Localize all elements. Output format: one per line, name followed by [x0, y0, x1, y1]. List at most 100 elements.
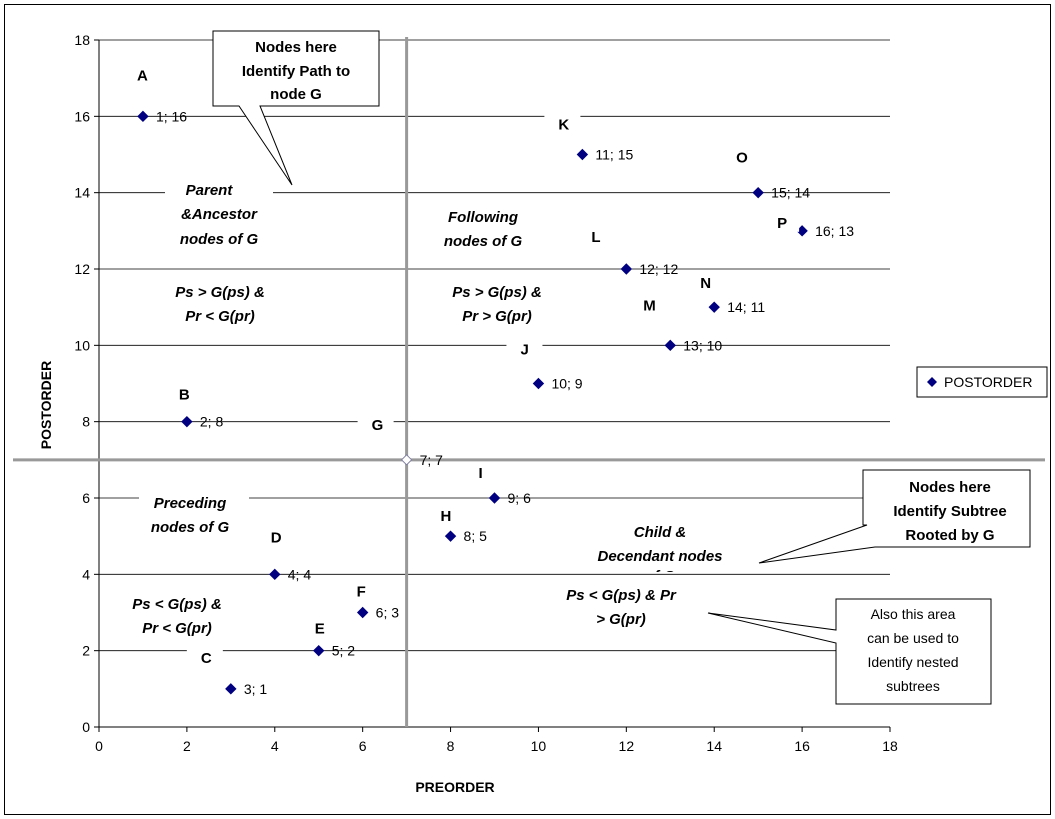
node-letter: H	[441, 508, 452, 525]
node-letter: B	[179, 387, 190, 404]
node-letter-backing	[342, 582, 379, 601]
x-tick-label: 16	[794, 738, 810, 754]
x-tick-label: 4	[271, 738, 279, 754]
node-letter: N	[700, 275, 711, 292]
region-top-left-rule-1: Ps > G(ps) &	[175, 284, 265, 301]
callout-subtree: Nodes here Identify Subtree Rooted by G	[758, 469, 1031, 564]
y-tick-label: 4	[82, 566, 90, 582]
callout-subtree-line-2: Identify Subtree	[893, 503, 1006, 520]
node-letter-backing	[544, 115, 581, 134]
node-letter-backing	[577, 228, 614, 246]
region-top-right-rule-1: Ps > G(ps) &	[452, 284, 542, 301]
region-bottom-right-rule-1: Ps < G(ps) & Pr	[566, 587, 677, 604]
data-point	[225, 683, 237, 695]
node-letter-backing	[763, 213, 800, 232]
callout-path-line-1: Nodes here	[255, 39, 337, 56]
data-label: 7; 7	[420, 452, 444, 468]
node-letter: L	[591, 229, 600, 246]
data-label: 16; 13	[815, 223, 854, 239]
node-letter: K	[558, 117, 569, 134]
x-tick-label: 6	[359, 738, 367, 754]
node-letter: I	[479, 465, 483, 482]
node-letter: D	[271, 529, 282, 546]
node-letter-backing	[357, 415, 394, 434]
data-label: 2; 8	[200, 414, 224, 430]
chart-svg: 0 2 4 6 8 10 12 14 16 18 0 2 4 6 8 10 12 14 16 18 1; 16 A 2; …	[13, 30, 1048, 795]
data-point	[576, 148, 589, 161]
data-point	[488, 492, 501, 504]
node-letter-backing	[300, 619, 337, 638]
y-tick-label: 14	[74, 185, 90, 201]
region-top-left-title-1: Parent	[186, 182, 234, 199]
axis-ticks: 0 2 4 6 8 10 12 14 16 18 0 2 4 6 8 10 12 14 16 18	[74, 32, 898, 754]
callout-nested-line-2: can be used to	[867, 630, 959, 646]
node-letter-backing	[256, 528, 293, 547]
x-tick-label: 18	[882, 738, 898, 754]
node-letter-backing	[164, 385, 201, 404]
data-point	[752, 186, 764, 199]
data-label: 12; 12	[639, 261, 678, 277]
callout-nested-line-1: Also this area	[871, 606, 956, 622]
y-tick-label: 8	[82, 414, 90, 430]
data-label: 5; 2	[332, 643, 356, 659]
region-bottom-left-rule-1: Ps < G(ps) &	[132, 596, 222, 613]
node-letter: M	[643, 297, 656, 314]
node-letter-backing	[629, 296, 666, 315]
data-label: 13; 10	[683, 337, 722, 353]
region-bottom-right-rule-2: > G(pr)	[596, 611, 646, 628]
callout-path: Nodes here Identify Path to node G	[212, 30, 380, 186]
x-tick-label: 14	[706, 738, 722, 754]
legend-marker-icon	[927, 377, 937, 387]
y-tick-label: 6	[82, 490, 90, 506]
node-letter: F	[357, 584, 366, 601]
data-point	[620, 263, 633, 275]
node-letter-backing	[722, 148, 759, 167]
region-bottom-right-title-3: of G	[645, 568, 675, 585]
callout-subtree-line-1: Nodes here	[909, 479, 991, 496]
data-label: 6; 3	[376, 605, 400, 621]
node-letter: O	[736, 150, 748, 167]
region-bottom-right-title-2: Decendant nodes	[597, 548, 722, 565]
data-point	[708, 301, 720, 313]
region-bottom-left-title-2: nodes of G	[151, 519, 230, 536]
y-tick-label: 16	[74, 108, 90, 124]
node-letter: C	[201, 650, 212, 667]
data-label: 10; 9	[551, 376, 582, 392]
region-bottom-right-title-1: Child &	[634, 524, 687, 541]
region-bottom-left: Preceding nodes of G Ps < G(ps) & Pr < G…	[111, 491, 249, 639]
data-point	[269, 568, 281, 581]
region-top-right: Following nodes of G Ps > G(ps) & Pr > G…	[433, 204, 569, 328]
region-top-right-title-2: nodes of G	[444, 233, 523, 250]
region-top-left-title-3: nodes of G	[180, 231, 259, 248]
data-label: 8; 5	[464, 528, 488, 544]
data-label: 4; 4	[288, 566, 312, 582]
y-tick-label: 2	[82, 643, 90, 659]
data-point	[400, 454, 413, 466]
callout-path-line-3: node G	[270, 86, 322, 103]
region-bottom-right: Child & Decendant nodes of G Ps < G(ps) …	[545, 520, 751, 635]
data-point	[444, 530, 457, 542]
region-bottom-left-title-1: Preceding	[154, 495, 227, 512]
data-label: 15; 14	[771, 185, 810, 201]
y-tick-label: 0	[82, 719, 90, 735]
node-letter-backing	[686, 274, 723, 293]
data-point	[313, 644, 325, 657]
data-point	[664, 339, 676, 352]
node-letter: J	[520, 342, 528, 359]
data-point	[181, 415, 193, 428]
legend: POSTORDER	[916, 366, 1048, 398]
y-tick-label: 12	[74, 261, 90, 277]
data-label: 3; 1	[244, 681, 268, 697]
data-label: 11; 15	[595, 147, 633, 163]
callout-nested-line-4: subtrees	[886, 678, 940, 694]
region-top-left-rule-2: Pr < G(pr)	[185, 308, 255, 325]
node-letter-backing	[186, 648, 223, 667]
x-tick-label: 8	[447, 738, 455, 754]
x-tick-label: 2	[183, 738, 191, 754]
data-points: 1; 16 A 2; 8 B 3; 1 C 4; 4 D 5; 2 E 6; 3 F 7; 7 G 8; 5…	[122, 66, 854, 697]
node-letter-backing	[464, 464, 501, 482]
data-label: 1; 16	[156, 108, 187, 124]
node-letter-backing	[506, 340, 543, 359]
data-label: 9; 6	[508, 490, 532, 506]
callout-path-line-2: Identify Path to	[242, 63, 350, 80]
